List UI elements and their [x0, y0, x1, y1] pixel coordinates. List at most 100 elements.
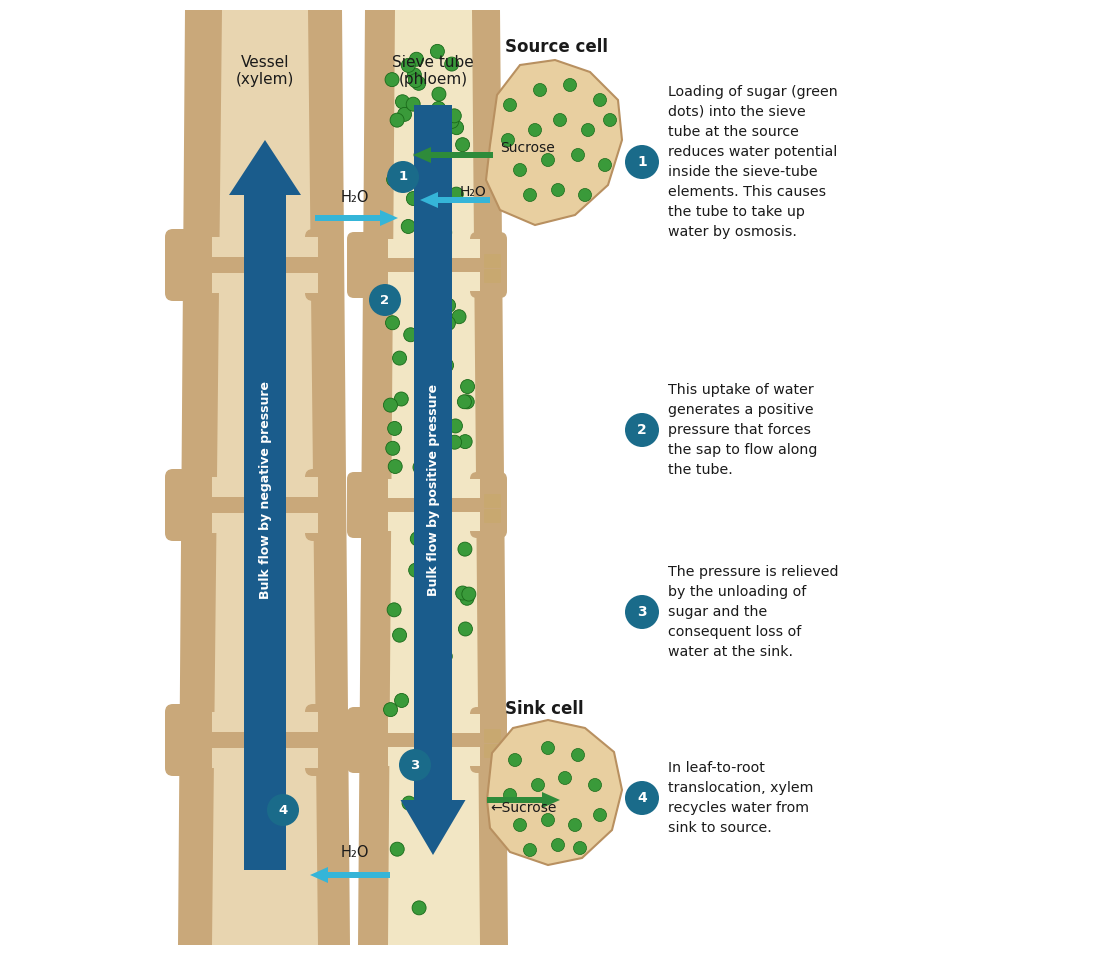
FancyArrow shape — [412, 147, 493, 163]
Polygon shape — [388, 10, 480, 945]
Circle shape — [414, 148, 428, 161]
Circle shape — [552, 838, 565, 852]
Polygon shape — [212, 273, 318, 293]
Text: 4: 4 — [637, 791, 647, 805]
Circle shape — [431, 101, 445, 116]
FancyBboxPatch shape — [347, 472, 384, 538]
Circle shape — [384, 398, 397, 413]
Circle shape — [395, 693, 408, 708]
Circle shape — [450, 187, 463, 202]
Text: H₂O: H₂O — [341, 845, 370, 860]
Polygon shape — [212, 477, 318, 497]
Text: ←Sucrose: ←Sucrose — [490, 801, 556, 815]
FancyBboxPatch shape — [165, 469, 203, 541]
Circle shape — [423, 581, 438, 594]
Text: 3: 3 — [410, 758, 420, 772]
Text: H₂O: H₂O — [460, 185, 487, 199]
Circle shape — [406, 192, 420, 205]
Polygon shape — [212, 712, 318, 732]
Circle shape — [385, 73, 399, 87]
FancyArrow shape — [420, 192, 490, 208]
Circle shape — [593, 809, 607, 821]
Text: In leaf-to-root
translocation, xylem
recycles water from
sink to source.: In leaf-to-root translocation, xylem rec… — [668, 761, 813, 835]
Circle shape — [449, 419, 463, 433]
Polygon shape — [388, 714, 480, 733]
Circle shape — [408, 74, 422, 88]
Circle shape — [625, 413, 659, 447]
Circle shape — [460, 591, 474, 605]
Circle shape — [572, 148, 585, 161]
Circle shape — [402, 796, 416, 810]
Circle shape — [455, 586, 470, 600]
Text: 2: 2 — [381, 293, 389, 307]
Circle shape — [552, 183, 565, 197]
Circle shape — [425, 220, 439, 234]
Circle shape — [418, 157, 431, 171]
FancyBboxPatch shape — [347, 232, 384, 298]
Text: Source cell: Source cell — [505, 38, 608, 56]
Circle shape — [422, 612, 437, 626]
FancyArrow shape — [315, 210, 398, 226]
Circle shape — [431, 447, 444, 461]
Circle shape — [411, 76, 426, 91]
Circle shape — [448, 435, 462, 449]
Circle shape — [432, 699, 445, 713]
Circle shape — [425, 785, 439, 799]
Text: Bulk flow by positive pressure: Bulk flow by positive pressure — [427, 384, 440, 596]
Circle shape — [588, 778, 601, 792]
FancyBboxPatch shape — [165, 229, 203, 301]
Circle shape — [523, 843, 536, 857]
Circle shape — [504, 98, 517, 112]
Circle shape — [459, 435, 472, 449]
Circle shape — [402, 58, 416, 73]
FancyBboxPatch shape — [305, 469, 343, 541]
Polygon shape — [212, 497, 318, 513]
Circle shape — [554, 114, 566, 126]
FancyBboxPatch shape — [470, 707, 507, 773]
FancyBboxPatch shape — [305, 704, 343, 776]
Circle shape — [581, 123, 595, 137]
Circle shape — [625, 595, 659, 629]
Circle shape — [393, 628, 407, 642]
Circle shape — [393, 351, 407, 365]
Text: 1: 1 — [398, 171, 408, 183]
Circle shape — [450, 120, 464, 135]
Text: Vessel
(xylem): Vessel (xylem) — [236, 55, 294, 88]
Circle shape — [369, 284, 402, 316]
Text: Sucrose: Sucrose — [500, 141, 555, 155]
Circle shape — [439, 649, 452, 664]
Circle shape — [603, 114, 617, 126]
Text: Bulk flow by negative pressure: Bulk flow by negative pressure — [259, 381, 271, 599]
FancyBboxPatch shape — [470, 232, 507, 298]
Polygon shape — [388, 258, 480, 272]
Circle shape — [430, 44, 444, 58]
Polygon shape — [358, 10, 508, 945]
Circle shape — [391, 842, 404, 857]
Circle shape — [578, 188, 591, 202]
Circle shape — [416, 371, 430, 385]
Circle shape — [529, 123, 542, 137]
Polygon shape — [212, 237, 318, 257]
Circle shape — [385, 316, 399, 329]
Circle shape — [455, 138, 470, 152]
Circle shape — [399, 749, 431, 781]
Circle shape — [433, 424, 448, 438]
Circle shape — [625, 145, 659, 179]
Circle shape — [419, 384, 433, 398]
Circle shape — [459, 622, 473, 636]
Circle shape — [542, 741, 554, 754]
Text: Sieve tube
(phloem): Sieve tube (phloem) — [392, 55, 474, 88]
Circle shape — [444, 115, 459, 128]
FancyBboxPatch shape — [484, 729, 501, 743]
Circle shape — [444, 57, 459, 71]
Circle shape — [387, 161, 419, 193]
Circle shape — [402, 220, 416, 233]
Circle shape — [412, 460, 427, 475]
Polygon shape — [487, 720, 622, 865]
Circle shape — [438, 225, 452, 240]
Circle shape — [404, 328, 418, 342]
Circle shape — [564, 78, 577, 92]
Polygon shape — [178, 10, 350, 945]
Circle shape — [391, 113, 404, 127]
FancyBboxPatch shape — [484, 744, 501, 758]
